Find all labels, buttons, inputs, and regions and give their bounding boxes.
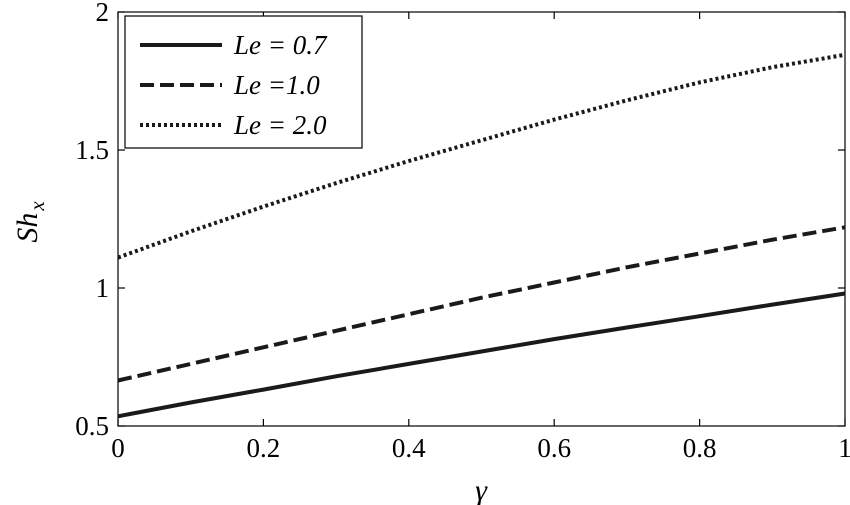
series-layer — [117, 52, 846, 419]
legend-label: Le =1.0 — [233, 70, 320, 100]
legend: Le = 0.7 Le =1.0 Le = 2.0 — [124, 15, 363, 149]
y-tick-label: 0.5 — [75, 411, 109, 441]
x-tick-label: 0.8 — [683, 433, 717, 463]
y-tick-label: 2 — [96, 0, 110, 27]
x-tick-label: 0 — [111, 433, 125, 463]
x-tick-label: 0.2 — [247, 433, 281, 463]
x-axis-label: γ — [475, 474, 488, 505]
y-axis-label-main: Sh — [11, 213, 44, 243]
legend-label: Le = 0.7 — [233, 30, 328, 60]
y-axis-label-sub: x — [25, 201, 49, 212]
axis-ticks: 0 0.2 0.4 0.6 0.8 1 0.5 1 1.5 2 — [75, 0, 850, 463]
series-line-2 — [117, 225, 846, 383]
y-tick-label: 1 — [96, 273, 110, 303]
x-tick-label: 1 — [838, 433, 850, 463]
legend-label: Le = 2.0 — [233, 110, 327, 140]
y-tick-label: 1.5 — [75, 135, 109, 165]
y-axis-label: Shx — [11, 201, 49, 243]
x-tick-label: 0.4 — [392, 433, 426, 463]
series-line-3 — [117, 52, 846, 260]
x-tick-label: 0.6 — [537, 433, 571, 463]
series-line-1 — [117, 291, 846, 419]
